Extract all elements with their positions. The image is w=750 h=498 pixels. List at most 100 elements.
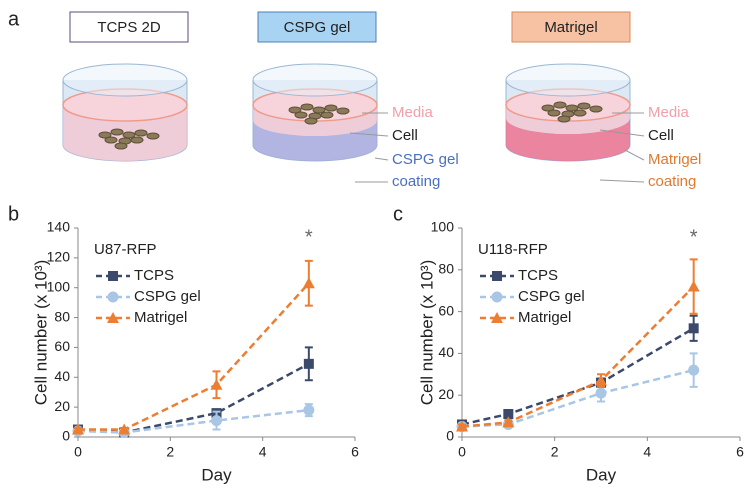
marker	[210, 378, 223, 390]
annotation: Cell	[392, 127, 418, 144]
cell	[577, 102, 591, 110]
label-box	[69, 11, 189, 43]
legend-marker	[108, 271, 118, 281]
x-axis-label: Day	[586, 465, 617, 484]
series-line	[461, 327, 695, 426]
legend-label: TCPS	[518, 267, 558, 284]
cell	[573, 109, 587, 117]
annotation: *	[305, 226, 313, 248]
cell	[304, 117, 318, 125]
legend-label: Matrigel	[518, 309, 571, 326]
marker	[595, 387, 607, 399]
dish-rim	[62, 63, 188, 97]
cell	[104, 136, 118, 144]
dish-label: CSPG gel	[284, 19, 351, 36]
panel-label: a	[8, 8, 20, 30]
marker	[595, 374, 607, 386]
cell	[294, 111, 308, 119]
marker	[502, 416, 515, 428]
legend-marker	[107, 291, 119, 303]
y-tick-label: 40	[54, 368, 70, 384]
dish-rim	[252, 63, 378, 97]
cell	[114, 142, 128, 150]
y-axis-label: Cell number (x 10³)	[417, 260, 436, 406]
cell	[565, 104, 579, 112]
legend-marker	[491, 312, 503, 323]
panel-label: b	[8, 203, 19, 225]
cell	[130, 136, 144, 144]
y-tick-label: 80	[438, 261, 454, 277]
cell	[547, 109, 561, 117]
leader-line	[599, 179, 645, 183]
label-box	[257, 11, 377, 43]
cell	[541, 104, 555, 112]
cell	[553, 101, 567, 109]
dish-label: Matrigel	[544, 19, 597, 36]
legend-label: CSPG gel	[134, 288, 201, 305]
y-tick-label: 0	[446, 428, 454, 444]
cell	[134, 129, 148, 137]
y-tick-label: 20	[54, 398, 70, 414]
cell	[110, 128, 124, 136]
y-tick-label: 60	[54, 338, 70, 354]
annotation: *	[690, 226, 698, 248]
y-tick-label: 140	[47, 219, 71, 235]
series-line	[77, 362, 310, 434]
cell	[300, 103, 314, 111]
marker	[503, 409, 514, 420]
y-axis-label: Cell number (x 10³)	[31, 260, 50, 406]
y-tick-label: 100	[47, 278, 71, 294]
y-tick-label: 100	[431, 219, 455, 235]
cell	[320, 111, 334, 119]
cell	[98, 131, 112, 139]
marker	[688, 323, 699, 334]
leader-line	[599, 129, 645, 137]
marker	[687, 280, 700, 292]
legend-marker	[492, 271, 502, 281]
annotation: Matrigel	[648, 151, 701, 168]
dish-rim	[505, 63, 631, 97]
cell	[324, 104, 338, 112]
series-line	[78, 282, 310, 431]
y-tick-label: 0	[62, 428, 70, 444]
leader-line	[374, 157, 389, 161]
coating-layer	[253, 120, 377, 161]
dish-label: TCPS 2D	[97, 19, 161, 36]
cell	[589, 105, 603, 113]
y-tick-label: 40	[438, 344, 454, 360]
x-tick-label: 6	[736, 444, 744, 460]
series-line	[461, 285, 695, 428]
marker	[118, 423, 131, 435]
y-tick-label: 20	[438, 386, 454, 402]
x-tick-label: 4	[643, 444, 651, 460]
legend-label: Matrigel	[134, 309, 187, 326]
marker	[303, 404, 315, 416]
marker	[302, 277, 315, 289]
leader-line	[349, 132, 389, 137]
leader-line	[624, 149, 645, 161]
label-box	[511, 11, 631, 43]
coating-layer	[506, 118, 630, 161]
x-tick-label: 4	[259, 444, 267, 460]
y-tick-label: 120	[47, 249, 71, 265]
annotation: Media	[392, 104, 434, 121]
legend-marker	[107, 312, 119, 323]
series-line	[461, 368, 694, 428]
cell	[146, 132, 160, 140]
chart-title: U87-RFP	[94, 241, 157, 258]
legend-label: TCPS	[134, 267, 174, 284]
x-axis-label: Day	[201, 465, 232, 484]
cell	[557, 115, 571, 123]
series-line	[77, 408, 309, 434]
x-tick-label: 0	[74, 444, 82, 460]
annotation: coating	[648, 173, 696, 190]
x-tick-label: 0	[458, 444, 466, 460]
marker	[688, 364, 700, 376]
y-tick-label: 80	[54, 308, 70, 324]
x-tick-label: 2	[166, 444, 174, 460]
chart-title: U118-RFP	[478, 241, 548, 258]
legend-marker	[491, 291, 503, 303]
y-tick-label: 60	[438, 302, 454, 318]
cell	[122, 131, 136, 139]
